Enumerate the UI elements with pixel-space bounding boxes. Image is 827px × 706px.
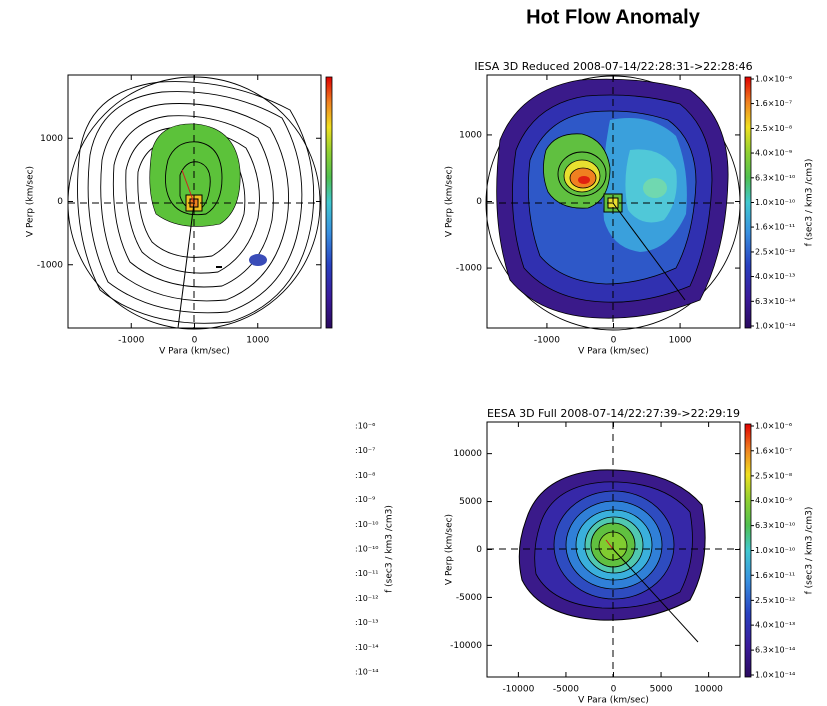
x-axis-label: V Para (km/sec) xyxy=(578,696,649,706)
colorbar-tick-label: 1.6×10⁻⁷ xyxy=(755,446,792,455)
x-tick-label: 0 xyxy=(611,336,617,346)
y-tick-label: 5000 xyxy=(459,497,482,507)
colorbar-tick-label: 6.3×10⁻¹⁴ xyxy=(755,297,795,306)
colorbar-tick-label: :10⁻⁸ xyxy=(355,471,375,480)
colorbar-tick-label: :10⁻¹⁴ xyxy=(355,643,379,652)
colorbar xyxy=(744,76,752,329)
y-tick-label: -10000 xyxy=(450,641,482,651)
colorbar-tick-label: :10⁻⁷ xyxy=(355,446,375,455)
y-tick-label: 1000 xyxy=(459,130,482,140)
colorbar-tick-label: 1.6×10⁻¹¹ xyxy=(755,571,795,580)
colorbar-tick-label: :10⁻¹⁰ xyxy=(355,545,379,554)
colorbar-tick-label: 1.6×10⁻¹¹ xyxy=(755,223,795,232)
y-axis-label: V Perp (km/sec) xyxy=(445,514,455,585)
colorbar-tick-label: 1.0×10⁻⁶ xyxy=(755,422,792,431)
colorbar-tick-label: 1.0×10⁻¹⁴ xyxy=(755,322,795,331)
panel-title: EESA 3D Full 2008-07-14/22:27:39->22:29:… xyxy=(487,407,740,420)
x-axis-label: V Para (km/sec) xyxy=(578,347,649,357)
colorbar xyxy=(325,76,333,329)
colorbar-tick-label: 4.0×10⁻⁹ xyxy=(755,149,792,158)
y-tick-label: 1000 xyxy=(40,134,63,144)
y-tick-label: -1000 xyxy=(37,260,63,270)
contour-plot xyxy=(485,75,741,331)
figure-title: Hot Flow Anomaly xyxy=(526,6,701,28)
colorbar-tick-label: 6.3×10⁻¹⁰ xyxy=(755,173,795,182)
y-tick-label: 0 xyxy=(57,197,63,207)
colorbar-tick-label: 2.5×10⁻⁸ xyxy=(755,124,792,133)
colorbar-tick-label: 1.0×10⁻¹⁴ xyxy=(755,671,795,680)
contour-plot xyxy=(67,75,321,330)
y-tick-label: -5000 xyxy=(456,593,482,603)
x-tick-label: 10000 xyxy=(694,685,723,695)
x-tick-label: 1000 xyxy=(669,336,692,346)
x-tick-label: -5000 xyxy=(553,685,579,695)
colorbar-label: f (sec3 / km3 /cm3) xyxy=(385,505,395,593)
y-tick-label: -1000 xyxy=(456,264,482,274)
colorbar-tick-label: 2.5×10⁻¹² xyxy=(755,247,795,256)
x-tick-label: -1000 xyxy=(118,336,144,346)
colorbar-tick-label: 4.0×10⁻⁹ xyxy=(755,496,792,505)
colorbar-label: f (sec3 / km3 /cm3) xyxy=(805,507,815,595)
colorbar-tick-label: :10⁻⁹ xyxy=(355,495,375,504)
colorbar-tick-label: :10⁻¹³ xyxy=(355,618,379,627)
colorbar-tick-label: :10⁻¹² xyxy=(355,594,379,603)
colorbar xyxy=(744,423,752,678)
colorbar-tick-label: 4.0×10⁻¹³ xyxy=(755,272,795,281)
colorbar-tick-label: 6.3×10⁻¹⁰ xyxy=(755,521,795,530)
colorbar-tick-label: 2.5×10⁻⁸ xyxy=(755,471,792,480)
x-tick-label: 0 xyxy=(192,336,198,346)
panel-title: IESA 3D Reduced 2008-07-14/22:28:31->22:… xyxy=(474,60,752,73)
colorbar-tick-label: 1.0×10⁻¹⁰ xyxy=(755,546,795,555)
x-tick-label: 1000 xyxy=(246,336,269,346)
colorbar-tick-label: 6.3×10⁻¹⁴ xyxy=(755,646,795,655)
contour-plot xyxy=(487,422,740,677)
colorbar-tick-label: 2.5×10⁻¹² xyxy=(755,596,795,605)
x-tick-label: 0 xyxy=(611,685,617,695)
colorbar-tick-label: :10⁻¹⁴ xyxy=(355,668,379,677)
colorbar-tick-label: :10⁻¹¹ xyxy=(355,569,379,578)
y-tick-label: 0 xyxy=(476,545,482,555)
colorbar-tick-label: 1.0×10⁻¹⁰ xyxy=(755,198,795,207)
x-tick-label: 5000 xyxy=(650,685,673,695)
x-tick-label: -1000 xyxy=(534,336,560,346)
colorbar-tick-label: :10⁻¹⁰ xyxy=(355,520,379,529)
colorbar-tick-label: :10⁻⁶ xyxy=(355,422,375,431)
colorbar-tick-label: 1.6×10⁻⁷ xyxy=(755,99,792,108)
x-axis-label: V Para (km/sec) xyxy=(159,347,230,357)
colorbar-tick-label: 1.0×10⁻⁶ xyxy=(755,75,792,84)
y-axis-label: V Perp (km/sec) xyxy=(26,166,36,237)
y-tick-label: 0 xyxy=(476,197,482,207)
y-axis-label: V Perp (km/sec) xyxy=(445,166,455,237)
colorbar-tick-label: 4.0×10⁻¹³ xyxy=(755,621,795,630)
y-tick-label: 10000 xyxy=(453,449,482,459)
colorbar-label: f (sec3 / km3 /cm3) xyxy=(805,159,815,247)
x-tick-label: -10000 xyxy=(502,685,534,695)
